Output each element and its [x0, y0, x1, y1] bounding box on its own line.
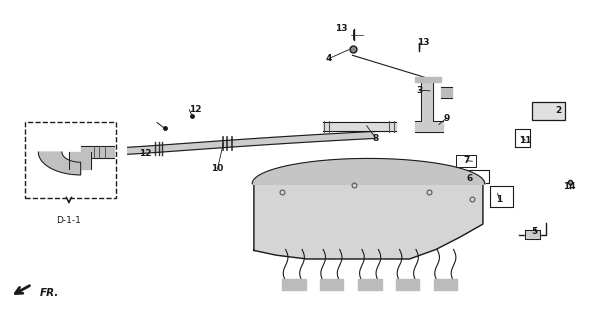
Polygon shape: [396, 279, 419, 290]
Text: 4: 4: [326, 54, 332, 63]
Text: D-1-1: D-1-1: [57, 215, 81, 225]
Text: 10: 10: [211, 164, 224, 173]
Polygon shape: [81, 146, 114, 158]
Text: 14: 14: [563, 181, 576, 190]
Polygon shape: [38, 152, 81, 175]
Polygon shape: [320, 279, 343, 290]
Text: 2: 2: [555, 106, 561, 115]
Text: 7: 7: [463, 156, 470, 165]
Text: 9: 9: [443, 114, 450, 123]
Polygon shape: [127, 132, 374, 154]
Text: 13: 13: [335, 24, 347, 33]
Text: 1: 1: [496, 195, 503, 204]
Polygon shape: [525, 230, 540, 239]
Text: 12: 12: [189, 105, 201, 114]
Polygon shape: [415, 77, 441, 82]
Polygon shape: [323, 122, 396, 132]
Text: 3: 3: [417, 86, 422, 95]
Polygon shape: [254, 184, 483, 259]
Text: 6: 6: [467, 174, 473, 183]
Polygon shape: [441, 87, 453, 98]
Bar: [25, 122, 116, 198]
Polygon shape: [421, 79, 433, 121]
FancyBboxPatch shape: [532, 102, 565, 120]
Polygon shape: [434, 279, 457, 290]
Text: 8: 8: [373, 134, 379, 143]
Polygon shape: [358, 279, 382, 290]
Text: 12: 12: [139, 149, 152, 158]
Polygon shape: [415, 121, 443, 132]
Polygon shape: [282, 279, 306, 290]
Text: FR.: FR.: [40, 288, 59, 298]
Text: 11: 11: [519, 136, 532, 145]
Text: 13: 13: [417, 38, 430, 47]
Text: 5: 5: [532, 227, 537, 236]
Polygon shape: [69, 152, 91, 169]
